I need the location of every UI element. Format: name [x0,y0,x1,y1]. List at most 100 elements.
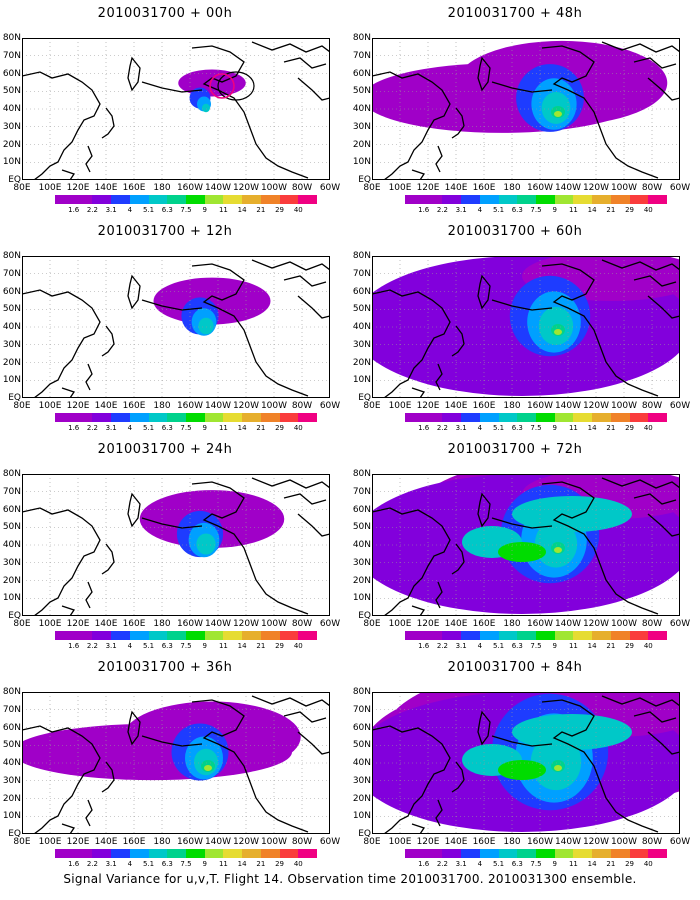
coastline [541,481,659,615]
colorbar-swatch [479,849,499,858]
colorbar-label: 9 [552,424,557,432]
map-frame [22,692,330,834]
colorbar-label: 6.3 [511,424,523,432]
colorbar-swatch [423,631,443,640]
map-frame [372,692,680,834]
colorbar-swatch [204,195,224,204]
colorbar-label: 14 [587,642,597,650]
coastline [435,799,443,827]
colorbar-swatch [223,631,243,640]
colorbar-label: 1.6 [68,206,80,214]
colorbar-label: 21 [606,642,616,650]
colorbar-label: 4 [477,206,483,214]
colorbar-swatch [498,413,518,422]
lon-tick-label: 100W [260,837,288,847]
colorbar-label: 2.2 [436,424,448,432]
lat-tick-label: 60N [2,504,21,515]
colorbar-swatch [405,195,424,204]
colorbar-swatch [242,631,261,640]
lon-tick-label: 80W [291,183,313,193]
colorbar-swatch [279,631,299,640]
colorbar-label: 5.1 [142,860,155,868]
colorbar-swatch [592,849,611,858]
lat-tick-label: 30N [2,775,21,786]
colorbar-swatch [279,849,299,858]
lon-tick-label: 140E [94,183,118,193]
lon-tick-label: 100W [260,401,288,411]
lat-tick-label: 10N [2,593,21,604]
coastline [477,56,491,92]
lon-tick-label: 80E [13,401,31,411]
colorbar-label: 9 [552,206,557,214]
colorbar-swatch [461,849,480,858]
lon-tick-label: 140E [444,619,468,629]
colorbar-swatch [55,195,74,204]
colorbar-swatch [442,849,462,858]
map-frame [22,256,330,398]
lon-tick-label: 160E [472,619,496,629]
lat-tick-label: 40N [352,540,371,550]
colorbar-label: 29 [625,206,635,214]
colorbar-swatch [461,631,480,640]
colorbar-label: 6.3 [161,424,173,432]
coastline [85,799,93,827]
lat-tick-label: 20N [2,575,21,586]
colorbar-label: 40 [293,206,303,214]
colorbar-label: 40 [643,424,653,432]
lat-tick-label: 30N [2,121,21,132]
lon-tick-label: 160W [526,401,554,411]
colorbar-swatch [55,849,74,858]
lat-tick-label: 60N [352,286,371,297]
colorbar-swatch [111,631,130,640]
variance-field-mid [202,103,210,113]
coastline [141,517,203,529]
colorbar-swatch [461,195,480,204]
lon-tick-label: 60W [319,183,341,193]
lat-tick-label: 20N [2,793,21,804]
coastline [477,274,491,310]
colorbar [55,413,318,422]
lon-tick-label: 120W [232,619,260,629]
coastline [127,274,141,310]
coastline [283,493,327,505]
lon-tick-label: 140W [554,401,582,411]
lat-tick-label: 30N [352,121,371,132]
colorbar-label: 7.5 [530,424,542,432]
colorbar-swatch [73,631,93,640]
coastline [491,81,553,93]
lat-tick-label: 20N [352,139,371,150]
lat-tick-label: 60N [352,68,371,79]
map-plot-area [372,38,680,180]
lat-tick-label: EQ [358,611,371,621]
coastline [191,45,309,179]
map-svg [22,474,330,616]
colorbar-label: 7.5 [530,206,542,214]
lon-tick-label: 100E [38,401,62,411]
target-circle [217,71,255,101]
lon-tick-label: 180 [153,401,171,411]
colorbar-label: 3.1 [105,206,117,214]
coastline [297,731,330,755]
map-panel: 2010031700 + 00h 80N 70N 60N 50N 40N 30N 20N 10N… [0,0,340,215]
colorbar-swatch [204,849,224,858]
colorbar-swatch [648,849,668,858]
colorbar-label: 29 [275,206,285,214]
map-panel: 2010031700 + 60h 80N 70N 60N 50N 40N 30N 20N 10N… [350,218,690,433]
lon-tick-label: 80W [291,401,313,411]
colorbar-swatch [554,413,574,422]
colorbar-swatch [517,413,537,422]
colorbar-label: 3.1 [455,860,467,868]
lat-tick-label: 40N [352,104,371,114]
lon-tick-label: 120E [416,401,440,411]
colorbar-swatch [517,195,537,204]
colorbar-swatch [423,195,443,204]
lon-tick-label: 160E [472,401,496,411]
lon-tick-label: 80W [641,619,663,629]
lat-tick-label: 20N [352,793,371,804]
colorbar-label: 1.6 [418,424,430,432]
lat-tick-label: EQ [358,175,371,185]
colorbar-label: 4 [477,860,483,868]
colorbar-label: 7.5 [530,860,542,868]
colorbar-swatch [629,195,649,204]
colorbar-label: 5.1 [142,206,155,214]
